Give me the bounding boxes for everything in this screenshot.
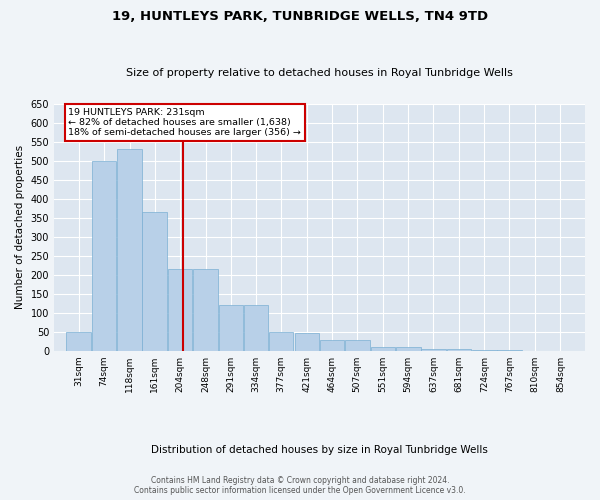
Bar — [320, 340, 344, 351]
Bar — [497, 350, 522, 351]
Bar — [295, 332, 319, 351]
Bar — [67, 332, 91, 351]
Bar — [421, 348, 446, 351]
Text: Contains HM Land Registry data © Crown copyright and database right 2024.
Contai: Contains HM Land Registry data © Crown c… — [134, 476, 466, 495]
X-axis label: Distribution of detached houses by size in Royal Tunbridge Wells: Distribution of detached houses by size … — [151, 445, 488, 455]
Text: 19 HUNTLEYS PARK: 231sqm
← 82% of detached houses are smaller (1,638)
18% of sem: 19 HUNTLEYS PARK: 231sqm ← 82% of detach… — [68, 108, 301, 138]
Title: Size of property relative to detached houses in Royal Tunbridge Wells: Size of property relative to detached ho… — [126, 68, 513, 78]
Bar — [193, 269, 218, 351]
Bar — [269, 332, 293, 351]
Bar — [218, 306, 243, 351]
Bar — [142, 212, 167, 351]
Bar — [396, 347, 421, 351]
Bar — [167, 269, 192, 351]
Y-axis label: Number of detached properties: Number of detached properties — [15, 146, 25, 310]
Bar — [447, 349, 472, 351]
Bar — [92, 161, 116, 351]
Text: 19, HUNTLEYS PARK, TUNBRIDGE WELLS, TN4 9TD: 19, HUNTLEYS PARK, TUNBRIDGE WELLS, TN4 … — [112, 10, 488, 23]
Bar — [345, 340, 370, 351]
Bar — [472, 350, 497, 351]
Bar — [371, 347, 395, 351]
Bar — [244, 306, 268, 351]
Bar — [117, 150, 142, 351]
